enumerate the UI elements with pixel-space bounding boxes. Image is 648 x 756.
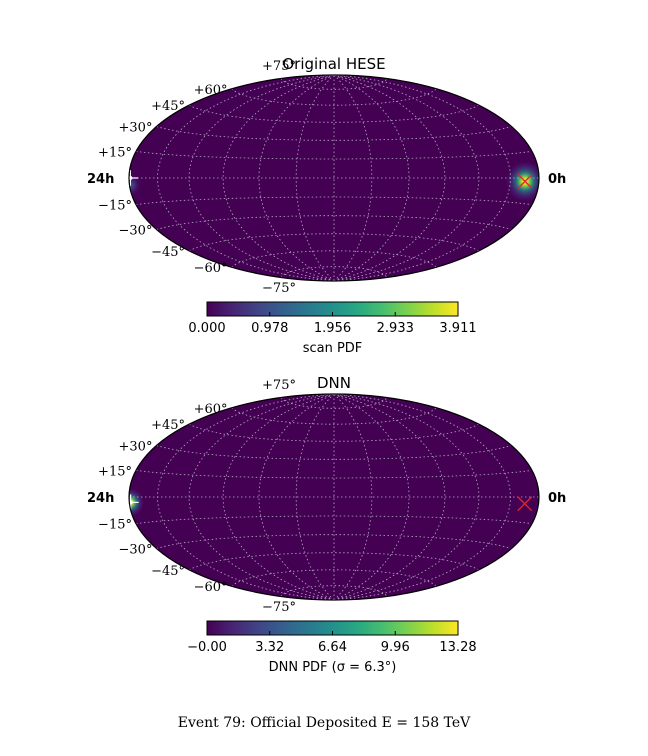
colorbar-tick-label: 1.956 — [314, 321, 351, 336]
colorbar-tick-label: 6.64 — [318, 640, 347, 655]
dec-tick-label: +15° — [98, 145, 132, 160]
meridian-line — [333, 75, 373, 281]
colorbar-tick-label: −0.00 — [187, 640, 227, 655]
dec-tick-label: −75° — [262, 281, 296, 296]
meridian-line — [333, 394, 480, 600]
dec-tick-label: −45° — [151, 245, 185, 260]
parallel-line — [135, 150, 533, 160]
ra-label-right: 0h — [548, 491, 566, 506]
dec-tick-label: −45° — [151, 564, 185, 579]
best-fit-x-marker — [517, 496, 533, 512]
graticule — [129, 75, 539, 281]
colorbar-tick-label: 2.933 — [377, 321, 414, 336]
dec-tick-label: +45° — [151, 418, 185, 433]
dec-tick-label: +75° — [262, 59, 296, 74]
graticule — [129, 394, 539, 600]
meridian-line — [157, 75, 335, 281]
meridian-line — [333, 394, 373, 600]
dec-tick-label: −15° — [98, 199, 132, 214]
meridian-line — [295, 75, 335, 281]
figure-caption: Event 79: Official Deposited E = 158 TeV — [177, 715, 471, 731]
meridian-line — [295, 394, 335, 600]
parallel-line — [231, 250, 437, 268]
dec-tick-label: +30° — [119, 121, 153, 136]
colorbar-tick-label: 13.28 — [439, 640, 476, 655]
meridian-line — [188, 394, 335, 600]
colorbar-label: scan PDF — [303, 341, 363, 356]
ra-label-left: 24h — [87, 491, 114, 506]
dec-tick-label: −75° — [262, 600, 296, 615]
dec-tick-label: −30° — [119, 224, 153, 239]
dec-tick-label: −60° — [194, 261, 228, 276]
parallel-line — [231, 569, 437, 587]
colorbar-tick-label: 3.911 — [439, 321, 476, 336]
sky-outline — [128, 74, 540, 282]
dec-tick-label: −15° — [98, 518, 132, 533]
dec-tick-label: −30° — [119, 543, 153, 558]
meridian-line — [333, 75, 511, 281]
panel-title: DNN — [317, 374, 351, 392]
dec-tick-label: +15° — [98, 464, 132, 479]
meridian-line — [188, 75, 335, 281]
colorbar: −0.00 3.32 6.64 9.96 13.28 DNN PDF (σ = 6.3°) — [187, 620, 477, 675]
meridian-line — [333, 394, 446, 600]
meridian-line — [157, 394, 335, 600]
parallel-line — [135, 469, 533, 479]
dec-tick-label: +45° — [151, 99, 185, 114]
colorbar-tick-label: 3.32 — [255, 640, 284, 655]
dec-tick-label: +60° — [194, 402, 228, 417]
colorbar-tick-label: 0.000 — [188, 321, 225, 336]
dec-tick-label: +75° — [262, 378, 296, 393]
meridian-line — [333, 394, 511, 600]
meridian-line — [333, 75, 480, 281]
colorbar-tick-label: 0.978 — [251, 321, 288, 336]
colorbar-tick-label: 9.96 — [381, 640, 410, 655]
ra-label-right: 0h — [548, 172, 566, 187]
sky-map-panel-2: DNN 24h 0h +75° +60° +45° +30° +15° −15° −30° −45°… — [87, 374, 566, 675]
dec-tick-label: −60° — [194, 580, 228, 595]
panel-title: Original HESE — [282, 55, 385, 73]
meridian-line — [333, 75, 446, 281]
meridian-line — [222, 394, 335, 600]
dec-tick-label: +30° — [119, 440, 153, 455]
colorbar: 0.000 0.978 1.956 2.933 3.911 scan PDF — [188, 301, 477, 356]
sky-map-panel-1: Original HESE 24h 0h +75° +60° +45° +30° +15° −1… — [87, 55, 566, 356]
meridian-line — [222, 75, 335, 281]
colorbar-label: DNN PDF (σ = 6.3°) — [269, 660, 397, 675]
best-fit-x-marker — [517, 173, 533, 189]
dec-tick-label: +60° — [194, 83, 228, 98]
ra-label-left: 24h — [87, 172, 114, 187]
sky-outline — [128, 393, 540, 601]
